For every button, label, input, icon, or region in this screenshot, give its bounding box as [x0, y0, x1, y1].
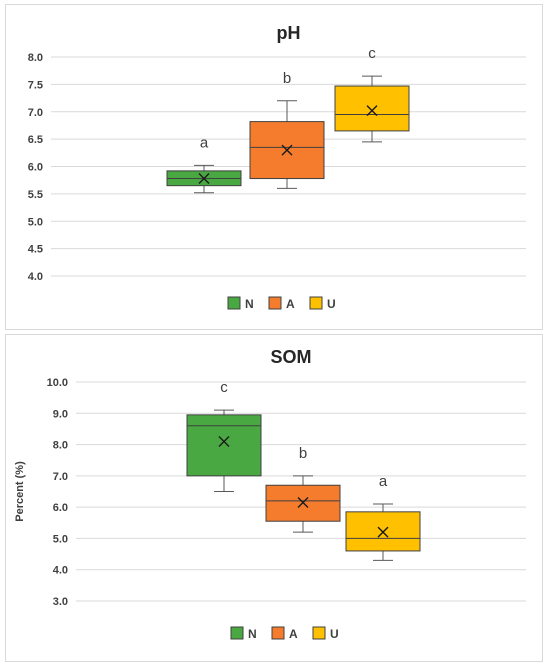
- ph-u-significance-label: c: [368, 45, 376, 62]
- ph-legend-swatch-a: [268, 296, 282, 310]
- som-a-box: [265, 484, 341, 522]
- ph-a-significance-label: b: [283, 70, 291, 87]
- ph-n-mean-marker: [198, 173, 210, 185]
- ph-y-tick-label: 6.5: [28, 134, 43, 146]
- ph-y-tick-label: 6.0: [28, 162, 43, 174]
- som-legend-label-a: A: [289, 627, 298, 641]
- som-y-tick-label: 9.0: [53, 408, 68, 420]
- ph-n-significance-label: a: [200, 134, 209, 151]
- som-y-tick-label: 10.0: [47, 377, 68, 389]
- ph-legend-label-a: A: [286, 297, 295, 311]
- ph-y-tick-label: 5.0: [28, 216, 43, 228]
- ph-legend-label-n: N: [245, 297, 254, 311]
- som-y-tick-label: 6.0: [53, 502, 68, 514]
- som-u-significance-label: a: [379, 473, 388, 490]
- ph-legend-label-u: U: [327, 297, 336, 311]
- som-legend-swatch-n: [230, 626, 244, 640]
- som-a-significance-label: b: [299, 445, 307, 462]
- ph-chart-panel: pH 8.0 7.5 7.0 6.5 6.0 5.5 5.0 4.5 4.0 a b c N A U: [5, 4, 543, 330]
- som-legend-swatch-u: [312, 626, 326, 640]
- som-legend-swatch-a: [271, 626, 285, 640]
- ph-chart-title: pH: [277, 23, 301, 43]
- ph-legend-swatch-n: [227, 296, 241, 310]
- som-y-axis-label: Percent (%): [14, 461, 26, 522]
- ph-y-tick-label: 7.0: [28, 107, 43, 119]
- som-chart: SOM 10.0 9.0 8.0 7.0 6.0 5.0 4.0 3.0 Percent (%) c…: [14, 347, 526, 641]
- ph-a-mean-marker: [281, 144, 293, 156]
- ph-u-mean-marker: [366, 105, 378, 117]
- som-chart-panel: SOM 10.0 9.0 8.0 7.0 6.0 5.0 4.0 3.0 Percent (%) c…: [5, 334, 543, 662]
- ph-y-tick-label: 4.0: [28, 271, 43, 283]
- ph-y-tick-label: 4.5: [28, 244, 43, 256]
- som-y-tick-label: 7.0: [53, 471, 68, 483]
- som-u-mean-marker: [377, 526, 389, 538]
- ph-chart: pH 8.0 7.5 7.0 6.5 6.0 5.5 5.0 4.5 4.0 a b c N A U: [28, 23, 526, 311]
- ph-y-tick-label: 5.5: [28, 189, 43, 201]
- ph-y-tick-label: 8.0: [28, 52, 43, 64]
- ph-legend-swatch-u: [309, 296, 323, 310]
- som-y-tick-label: 8.0: [53, 440, 68, 452]
- som-y-tick-label: 5.0: [53, 533, 68, 545]
- ph-y-tick-label: 7.5: [28, 79, 43, 91]
- som-legend-label-u: U: [330, 627, 339, 641]
- som-chart-title: SOM: [270, 347, 311, 367]
- som-a-mean-marker: [297, 496, 309, 508]
- som-legend-label-n: N: [248, 627, 257, 641]
- som-n-box: [186, 414, 262, 477]
- ph-u-box: [334, 85, 410, 132]
- som-n-mean-marker: [218, 435, 230, 447]
- som-y-tick-label: 4.0: [53, 565, 68, 577]
- som-n-significance-label: c: [220, 379, 228, 396]
- som-y-tick-label: 3.0: [53, 596, 68, 608]
